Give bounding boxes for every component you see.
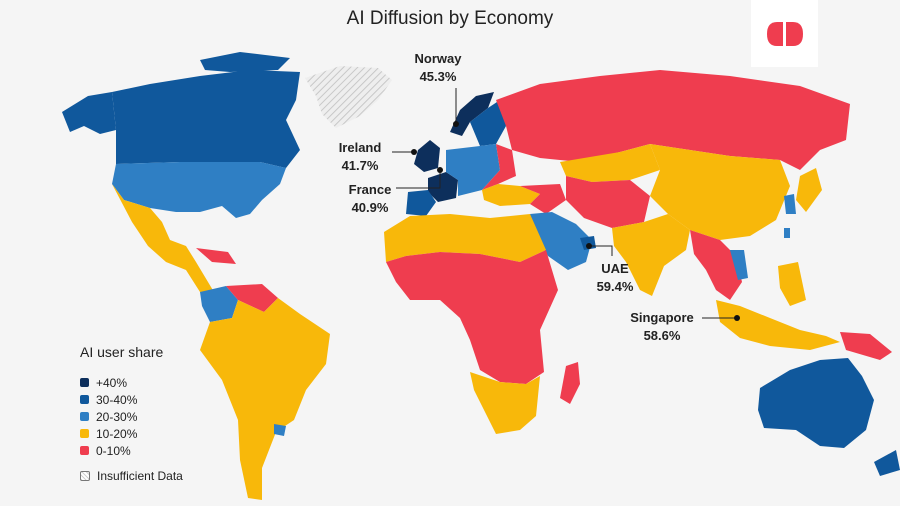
region-north-africa <box>384 214 546 262</box>
region-iberia <box>406 190 436 216</box>
legend-swatch <box>80 446 89 455</box>
legend-item: 20-30% <box>80 408 183 425</box>
legend-label: 30-40% <box>96 392 138 407</box>
region-colombia <box>200 286 238 322</box>
region-brazil <box>200 298 330 500</box>
region-norway <box>450 92 494 136</box>
legend-item-insufficient: Insufficient Data <box>80 467 183 484</box>
callout-value: 41.7% <box>341 158 379 173</box>
callout-country: Norway <box>414 51 462 66</box>
region-venezuela <box>226 284 278 312</box>
region-southeast-asia <box>690 230 742 300</box>
region-caribbean <box>196 248 236 264</box>
callout-value: 59.4% <box>596 279 634 294</box>
callout-country: France <box>348 182 392 197</box>
legend-label: +40% <box>96 375 128 390</box>
region-france <box>428 172 458 202</box>
region-taiwan <box>784 228 790 238</box>
region-greenland <box>305 66 392 128</box>
callout-norway: Norway 45.3% <box>408 50 468 86</box>
marker-ireland <box>411 149 417 155</box>
legend-label: 10-20% <box>96 426 138 441</box>
callout-country: UAE <box>601 261 629 276</box>
callout-value: 58.6% <box>643 328 681 343</box>
region-sweden-finland <box>470 100 506 146</box>
callout-uae: UAE 59.4% <box>590 260 640 296</box>
marker-france <box>437 167 443 173</box>
legend-item: 30-40% <box>80 391 183 408</box>
region-alaska <box>62 92 116 134</box>
logo-icon <box>767 22 803 46</box>
legend-label: 0-10% <box>96 443 131 458</box>
region-russia <box>496 70 850 170</box>
legend-swatch <box>80 395 89 404</box>
callout-value: 40.9% <box>351 200 389 215</box>
marker-singapore <box>734 315 740 321</box>
brand-logo <box>751 0 818 67</box>
region-arabia <box>530 212 592 270</box>
region-australia <box>758 358 874 448</box>
region-canada-islands <box>200 52 290 72</box>
region-central-africa <box>386 250 558 384</box>
callout-ireland: Ireland 41.7% <box>330 139 390 175</box>
marker-norway <box>453 121 459 127</box>
region-china <box>650 144 790 240</box>
leader-uae <box>590 245 613 256</box>
region-uruguay <box>274 424 286 436</box>
region-middle-east-west <box>520 184 566 214</box>
region-madagascar <box>560 362 580 404</box>
region-usa <box>112 162 286 218</box>
region-vietnam <box>730 250 748 280</box>
region-mexico <box>112 184 214 292</box>
legend-title: AI user share <box>80 344 164 360</box>
callout-value: 45.3% <box>419 69 457 84</box>
region-korea <box>784 194 796 214</box>
region-philippines <box>778 262 806 306</box>
leader-france <box>396 172 441 189</box>
legend-swatch <box>80 429 89 438</box>
callout-country: Singapore <box>630 310 694 325</box>
legend-swatch <box>80 378 89 387</box>
region-balkans-turkey <box>482 184 540 206</box>
legend-label: Insufficient Data <box>97 468 183 483</box>
legend-swatch-hatch <box>80 470 90 481</box>
legend-label: 20-30% <box>96 409 138 424</box>
legend-item: 0-10% <box>80 442 183 459</box>
region-japan <box>796 168 822 212</box>
callout-france: France 40.9% <box>340 181 400 217</box>
region-papua <box>840 332 892 360</box>
map-title: AI Diffusion by Economy <box>346 8 554 29</box>
legend: AI user share +40% 30-40% 20-30% 10-20% … <box>80 344 183 484</box>
region-new-zealand <box>874 450 900 476</box>
region-india <box>612 214 690 296</box>
region-canada <box>112 70 300 168</box>
legend-item: +40% <box>80 374 183 391</box>
marker-uae <box>586 243 592 249</box>
region-kazakhstan <box>560 144 660 182</box>
region-central-europe <box>446 144 500 196</box>
callout-singapore: Singapore 58.6% <box>624 309 700 345</box>
legend-item: 10-20% <box>80 425 183 442</box>
region-malaysia-indonesia <box>716 300 840 350</box>
region-southern-africa <box>470 372 540 434</box>
legend-swatch <box>80 412 89 421</box>
region-eastern-europe <box>482 144 516 190</box>
region-iran-afghanistan <box>566 176 650 228</box>
callout-country: Ireland <box>338 140 382 155</box>
region-ireland-uk <box>414 140 440 172</box>
